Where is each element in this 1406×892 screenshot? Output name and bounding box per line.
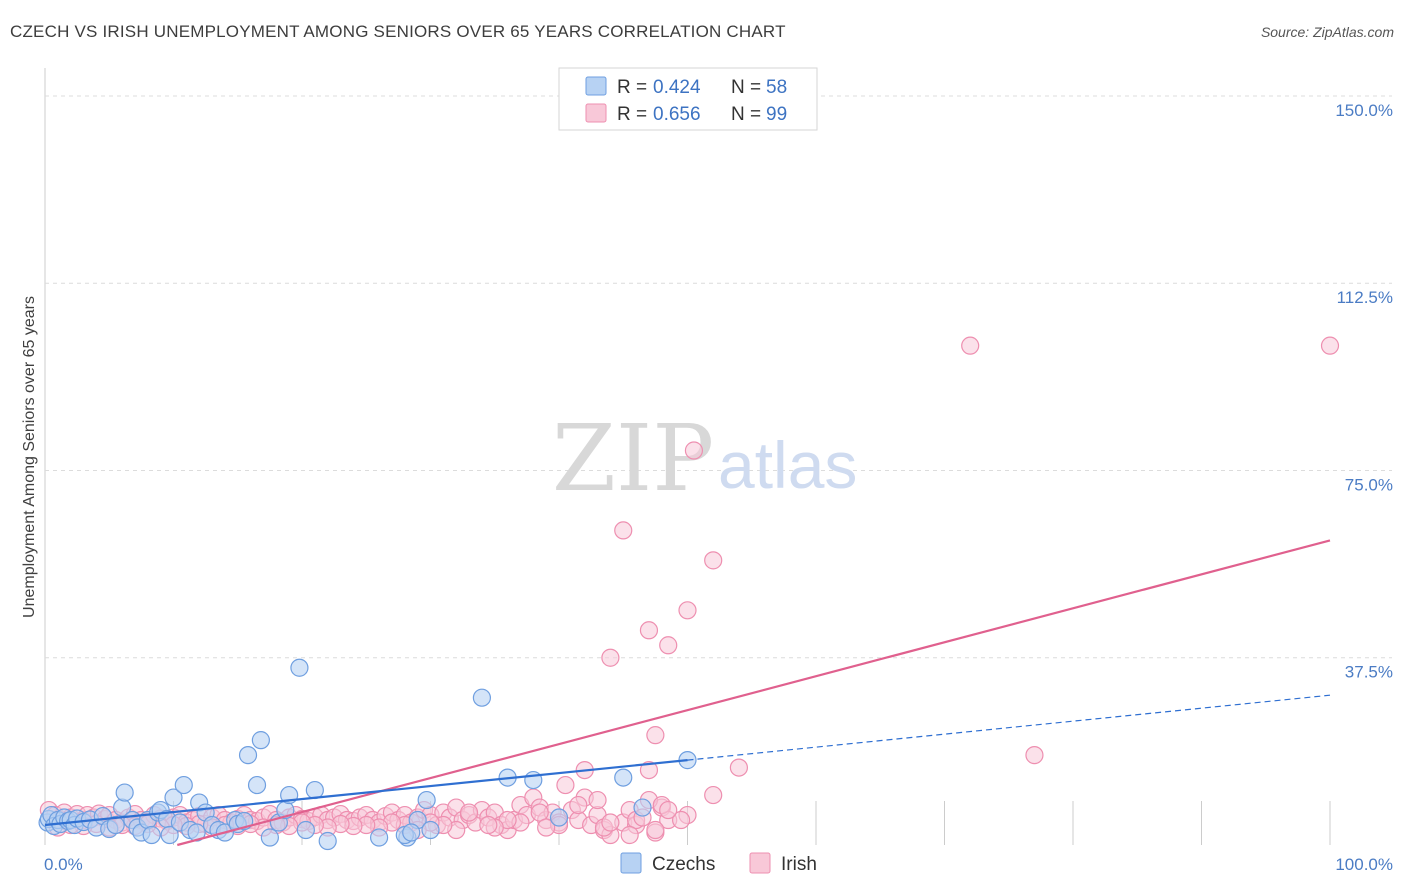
y-tick-label-2: 112.5% (1337, 288, 1393, 307)
legend-swatch-irish (585, 103, 607, 123)
czech-point-30 (174, 775, 193, 795)
legend-r-value-czechs: 0.424 (653, 77, 701, 98)
czech-point-62 (549, 808, 569, 827)
legend-r-value-irish: 0.656 (653, 104, 701, 125)
chart-title: CZECH VS IRISH UNEMPLOYMENT AMONG SENIOR… (10, 22, 786, 41)
y-tick-label-0: 37.5% (1345, 663, 1393, 682)
czech-point-18 (115, 783, 134, 802)
czech-point-41 (238, 746, 258, 765)
y-tick-label-3: 150.0% (1335, 101, 1393, 120)
irish-point-156 (684, 441, 704, 460)
czech-point-52 (370, 828, 389, 847)
czech-point-59 (472, 688, 491, 707)
czech-point-23 (142, 825, 161, 845)
irish-point-162 (1025, 746, 1044, 765)
irish-point-160 (729, 758, 749, 777)
czech-point-44 (260, 828, 279, 847)
bottom-legend: Czechs Irish (620, 852, 817, 875)
irish-point-152 (614, 521, 633, 540)
source-label: Source: ZipAtlas.com (1260, 24, 1394, 40)
czech-point-43 (251, 731, 270, 750)
irish-point-161 (961, 336, 980, 355)
czech-point-58 (421, 820, 440, 840)
legend: R = 0.424 N = 58 R = 0.656 N = 99 (558, 67, 818, 131)
irish-point-157 (704, 551, 723, 570)
irish-trend-line (176, 539, 1331, 847)
irish-point-113 (588, 790, 607, 810)
irish-point-154 (659, 636, 678, 655)
irish-point-155 (678, 601, 697, 620)
bottom-legend-czechs: Czechs (652, 854, 715, 875)
irish-point-109 (530, 803, 549, 822)
irish-point-112 (569, 795, 588, 815)
czech-point-63 (614, 768, 633, 787)
czech-point-49 (296, 820, 315, 840)
czech-point-64 (633, 798, 652, 817)
irish-point-104 (601, 813, 620, 832)
irish-point-111 (537, 818, 556, 837)
irish-point-82 (556, 775, 575, 795)
legend-r-label-irish: R = (617, 104, 647, 125)
legend-n-label-czechs: N = (731, 77, 761, 98)
czech-point-57 (402, 823, 421, 842)
czech-trend-line (44, 759, 688, 827)
watermark-atlas: atlas (718, 428, 857, 502)
irish-point-108 (659, 800, 678, 820)
bottom-legend-swatch-czechs (620, 852, 642, 874)
irish-point-93 (639, 760, 659, 780)
legend-swatch-czechs (585, 76, 607, 96)
irish-point-106 (646, 820, 665, 840)
irish-point-117 (479, 815, 498, 835)
irish-point-118 (459, 803, 479, 822)
czech-point-16 (106, 815, 125, 835)
bottom-legend-swatch-irish (749, 852, 771, 874)
czech-point-48 (290, 658, 309, 677)
legend-r-label-czechs: R = (617, 77, 647, 98)
bottom-legend-irish: Irish (781, 854, 817, 875)
watermark-zip: ZIP (552, 405, 714, 512)
czech-point-42 (247, 775, 267, 795)
czech-point-51 (318, 831, 337, 851)
czech-point-27 (160, 825, 179, 845)
x-tick-label-0: 0.0% (44, 855, 83, 874)
irish-point-158 (646, 726, 665, 745)
irish-point-159 (704, 785, 723, 805)
irish-point-105 (620, 825, 639, 845)
x-axis-ticks: 0.0% 100.0% (44, 855, 1393, 874)
czech-trend-line-extension (687, 694, 1331, 761)
czech-point-28 (164, 788, 183, 807)
watermark: ZIP atlas (552, 405, 857, 512)
irish-point-151 (601, 648, 620, 667)
legend-n-label-irish: N = (731, 104, 761, 125)
y-tick-label-1: 75.0% (1345, 475, 1393, 494)
legend-n-value-irish: 99 (766, 104, 787, 125)
x-tick-label-1: 100.0% (1335, 855, 1393, 874)
y-axis-label: Unemployment Among Seniors over 65 years (21, 296, 38, 618)
trend-lines (44, 539, 1331, 847)
y-axis-ticks: 37.5% 75.0% 112.5% 150.0% (1335, 101, 1393, 682)
legend-n-value-czechs: 58 (766, 77, 787, 98)
irish-point-103 (671, 810, 691, 830)
czech-point-50 (305, 780, 324, 800)
series-czechs (38, 658, 697, 851)
czech-point-54 (417, 790, 436, 810)
irish-point-153 (639, 621, 659, 640)
irish-point-163 (1320, 336, 1340, 355)
